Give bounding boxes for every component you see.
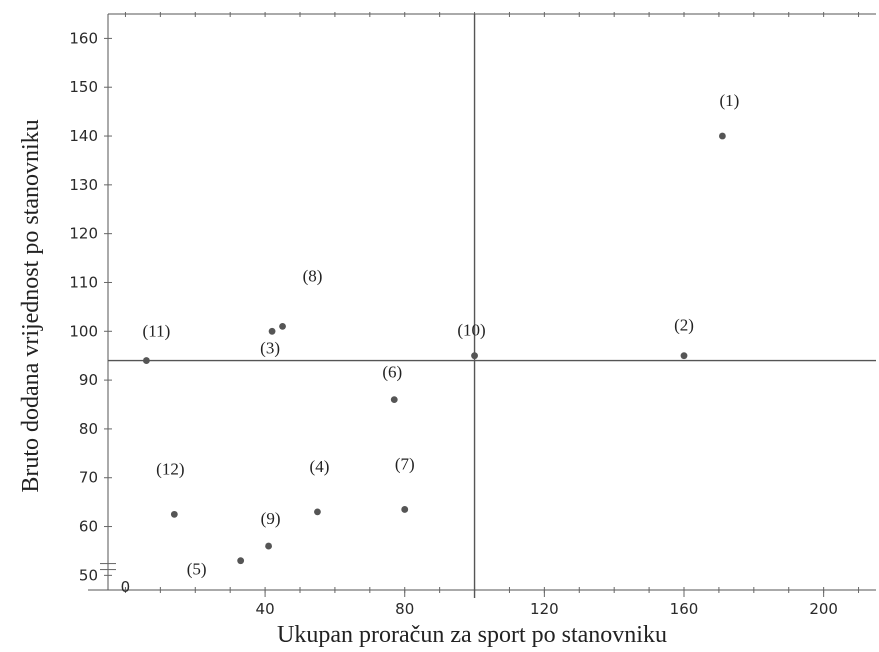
x-tick-label: 160 bbox=[670, 600, 699, 618]
data-point bbox=[471, 352, 478, 360]
point-label: (2) bbox=[674, 316, 694, 335]
x-axis-title: Ukupan proračun za sport po stanovniku bbox=[277, 622, 667, 648]
y-tick-label: 50 bbox=[79, 566, 98, 584]
point-label: (10) bbox=[457, 321, 485, 340]
y-tick-label: 100 bbox=[69, 322, 98, 340]
x-tick-label: 120 bbox=[530, 600, 559, 618]
y-tick-label: 110 bbox=[69, 273, 98, 291]
data-point bbox=[279, 323, 286, 330]
point-label: (7) bbox=[395, 454, 415, 473]
point-label: (5) bbox=[187, 560, 207, 579]
y-axis-title: Bruto dodana vrijednost po stanovniku bbox=[18, 119, 44, 492]
y-tick-label: 60 bbox=[79, 518, 98, 536]
data-point bbox=[143, 357, 150, 364]
point-label: (8) bbox=[303, 266, 323, 285]
point-label: (1) bbox=[719, 91, 739, 110]
data-point bbox=[265, 542, 272, 550]
data-point bbox=[237, 557, 245, 565]
point-label: (6) bbox=[382, 363, 402, 382]
y-tick-label: 160 bbox=[69, 29, 98, 47]
data-point bbox=[268, 327, 276, 335]
y-tick-label: 120 bbox=[69, 225, 98, 243]
data-point bbox=[314, 508, 321, 516]
point-label: (9) bbox=[261, 509, 281, 528]
data-point bbox=[390, 396, 398, 404]
point-label: (12) bbox=[156, 459, 184, 478]
point-label: (11) bbox=[143, 322, 171, 341]
origin-label: 0 bbox=[121, 578, 131, 596]
x-tick-label: 80 bbox=[395, 600, 414, 618]
x-tick-label: 40 bbox=[256, 600, 275, 618]
y-tick-label: 80 bbox=[79, 420, 98, 438]
y-tick-label: 90 bbox=[79, 371, 98, 389]
data-point bbox=[170, 510, 178, 518]
y-tick-label: 130 bbox=[69, 176, 98, 194]
y-tick-label: 70 bbox=[79, 469, 98, 487]
point-label: (3) bbox=[260, 338, 280, 357]
x-tick-label: 200 bbox=[809, 600, 838, 618]
data-point bbox=[719, 132, 726, 140]
point-label: (4) bbox=[310, 457, 330, 476]
data-point bbox=[401, 506, 409, 513]
data-point bbox=[680, 352, 688, 360]
y-tick-label: 150 bbox=[69, 78, 98, 96]
y-tick-label: 140 bbox=[69, 127, 98, 145]
